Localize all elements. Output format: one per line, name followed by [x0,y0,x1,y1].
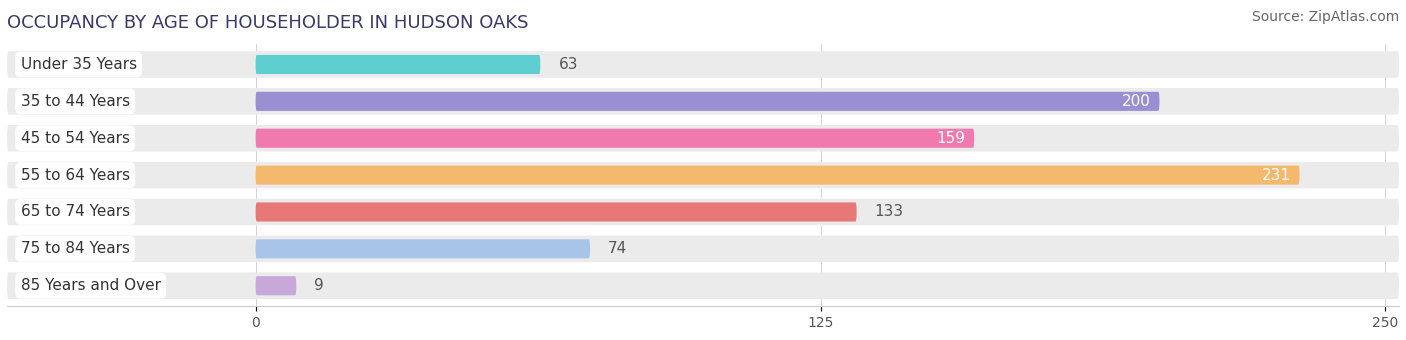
Text: 74: 74 [609,241,627,256]
Text: 55 to 64 Years: 55 to 64 Years [21,168,129,183]
Text: 85 Years and Over: 85 Years and Over [21,278,160,293]
FancyBboxPatch shape [7,236,1399,262]
Text: 45 to 54 Years: 45 to 54 Years [21,131,129,146]
Text: 159: 159 [936,131,965,146]
FancyBboxPatch shape [256,129,974,148]
Text: 75 to 84 Years: 75 to 84 Years [21,241,129,256]
FancyBboxPatch shape [256,202,856,222]
FancyBboxPatch shape [256,166,1299,185]
Text: 200: 200 [1122,94,1150,109]
FancyBboxPatch shape [256,276,297,295]
Text: 65 to 74 Years: 65 to 74 Years [21,204,129,220]
FancyBboxPatch shape [7,125,1399,152]
FancyBboxPatch shape [7,51,1399,78]
FancyBboxPatch shape [256,239,591,258]
FancyBboxPatch shape [256,55,540,74]
Text: 231: 231 [1261,168,1291,183]
Text: 133: 133 [875,204,904,220]
Text: OCCUPANCY BY AGE OF HOUSEHOLDER IN HUDSON OAKS: OCCUPANCY BY AGE OF HOUSEHOLDER IN HUDSO… [7,14,529,32]
Text: Under 35 Years: Under 35 Years [21,57,136,72]
FancyBboxPatch shape [256,92,1160,111]
FancyBboxPatch shape [7,199,1399,225]
FancyBboxPatch shape [7,162,1399,188]
Text: Source: ZipAtlas.com: Source: ZipAtlas.com [1251,10,1399,24]
Text: 35 to 44 Years: 35 to 44 Years [21,94,129,109]
FancyBboxPatch shape [7,272,1399,299]
FancyBboxPatch shape [7,88,1399,115]
Text: 63: 63 [558,57,578,72]
Text: 9: 9 [315,278,325,293]
